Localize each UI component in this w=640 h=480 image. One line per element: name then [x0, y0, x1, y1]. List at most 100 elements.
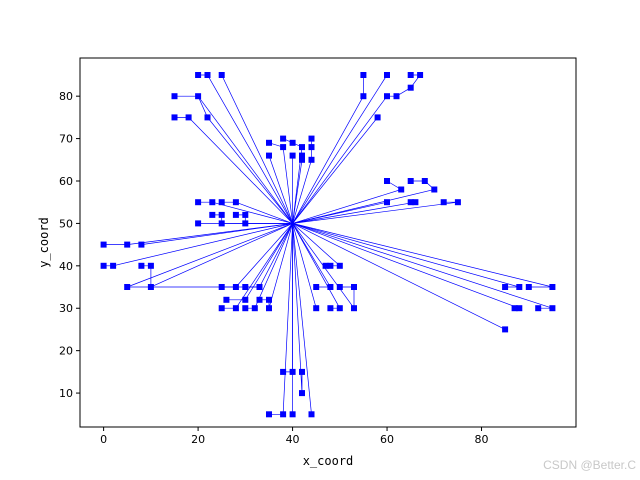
data-point-11: [417, 72, 424, 78]
data-point-96: [266, 411, 272, 418]
y-tick-label: 80: [59, 90, 73, 103]
route-line-17: [292, 201, 388, 224]
route-line-38: [259, 223, 293, 309]
data-point-48: [242, 211, 249, 218]
data-point-58: [147, 284, 154, 290]
data-point-82: [266, 305, 272, 312]
data-point-38: [454, 199, 461, 206]
data-point-86: [549, 284, 556, 290]
data-point-15: [407, 84, 414, 91]
data-point-76: [256, 296, 263, 303]
data-point-30: [398, 186, 405, 193]
data-point-90: [535, 305, 542, 312]
data-point-17: [280, 135, 287, 142]
route-line-11: [292, 138, 312, 224]
route-line-19: [292, 201, 458, 224]
data-point-73: [256, 284, 263, 290]
data-point-99: [308, 411, 315, 418]
data-point-64: [336, 284, 343, 290]
data-point-70: [218, 284, 225, 290]
data-point-61: [336, 262, 343, 269]
data-point-24: [266, 152, 272, 159]
data-point-80: [242, 305, 249, 312]
data-point-33: [431, 186, 438, 193]
data-point-42: [232, 199, 239, 206]
data-point-10: [407, 72, 414, 78]
data-point-20: [289, 139, 296, 146]
data-point-56: [147, 262, 154, 269]
data-point-5: [171, 114, 178, 121]
data-point-34: [384, 199, 390, 206]
data-point-19: [280, 144, 287, 151]
data-point-92: [280, 368, 287, 375]
data-point-46: [218, 220, 225, 227]
y-tick-label: 40: [59, 260, 73, 273]
x-tick-label: 20: [191, 433, 205, 446]
data-point-16: [374, 114, 381, 121]
route-line-33: [292, 223, 317, 309]
data-point-27: [299, 156, 305, 163]
route-line-9: [282, 138, 303, 224]
data-point-28: [308, 156, 315, 163]
data-point-88: [511, 305, 518, 312]
route-line-43: [292, 223, 506, 330]
data-point-53: [100, 262, 107, 269]
data-point-78: [218, 305, 225, 312]
data-point-87: [502, 326, 509, 333]
data-point-67: [327, 305, 334, 312]
data-point-39: [195, 199, 202, 206]
route-line-39: [221, 223, 293, 309]
x-axis-label: x_coord: [303, 454, 354, 468]
data-point-3: [171, 93, 178, 100]
data-point-59: [322, 262, 329, 269]
y-axis-label: y_coord: [37, 217, 51, 268]
y-tick-label: 10: [59, 387, 73, 400]
route-line-41: [292, 223, 520, 288]
data-point-93: [289, 368, 296, 375]
data-point-68: [336, 305, 343, 312]
data-point-71: [232, 284, 239, 290]
data-point-62: [313, 284, 320, 290]
data-point-65: [351, 284, 357, 290]
data-point-13: [384, 93, 390, 100]
data-point-91: [549, 305, 556, 312]
route-line-50: [292, 223, 312, 415]
data-point-6: [185, 114, 192, 121]
x-tick-label: 80: [475, 433, 489, 446]
route-line-8: [292, 117, 378, 224]
y-tick-label: 30: [59, 302, 73, 315]
route-line-12: [268, 155, 293, 224]
route-line-26: [141, 223, 293, 245]
watermark: CSDN @Better.C: [543, 458, 636, 472]
data-point-72: [242, 284, 249, 290]
x-tick-label: 0: [100, 433, 107, 446]
y-tick-label: 70: [59, 133, 73, 146]
data-point-97: [280, 411, 287, 418]
data-point-1: [204, 72, 211, 78]
data-point-52: [138, 241, 145, 248]
route-line-6: [292, 74, 388, 224]
route-line-35: [221, 223, 293, 288]
data-point-0: [195, 72, 202, 78]
data-point-22: [308, 144, 315, 151]
data-point-44: [209, 211, 216, 218]
data-point-41: [218, 199, 225, 206]
data-point-79: [232, 305, 239, 312]
data-point-8: [360, 72, 367, 78]
data-point-49: [242, 220, 249, 227]
data-point-69: [351, 305, 357, 312]
data-point-89: [516, 305, 523, 312]
data-point-81: [251, 305, 258, 312]
data-point-4: [195, 93, 202, 100]
data-point-29: [384, 178, 390, 184]
route-line-24: [235, 214, 293, 224]
data-point-98: [289, 411, 296, 418]
data-point-83: [502, 284, 509, 290]
data-point-47: [232, 211, 239, 218]
data-points: [100, 72, 556, 418]
data-point-55: [138, 262, 145, 269]
data-point-35: [407, 199, 414, 206]
route-line-40: [245, 223, 293, 309]
data-point-18: [266, 139, 272, 146]
data-point-32: [421, 178, 428, 184]
